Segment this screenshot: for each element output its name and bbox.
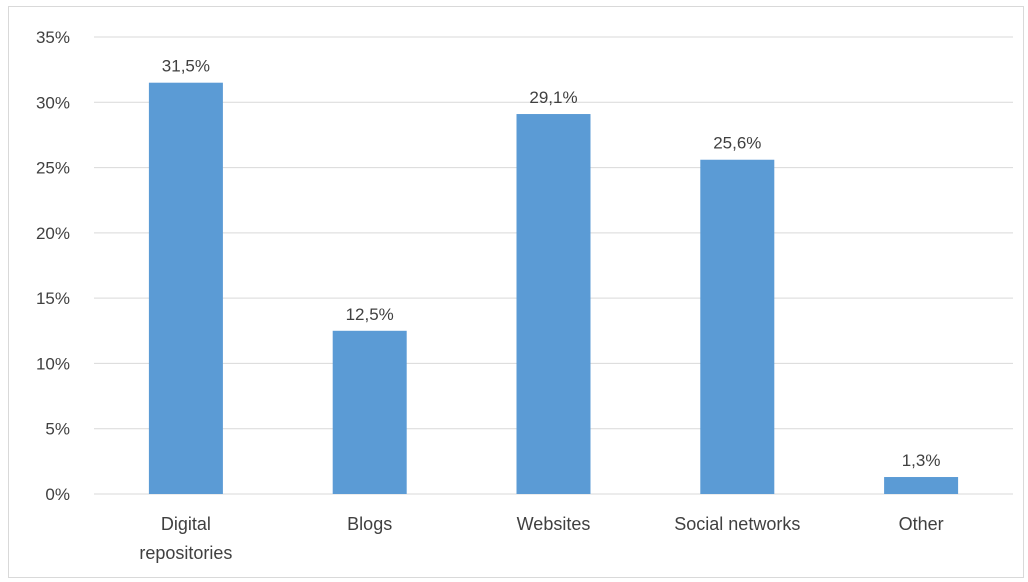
category-label: repositories — [139, 543, 232, 563]
bar-0 — [148, 82, 223, 494]
y-tick-label: 0% — [45, 485, 70, 504]
y-tick-label: 15% — [36, 289, 70, 308]
category-label: Websites — [517, 514, 591, 534]
data-label: 12,5% — [346, 305, 394, 324]
y-tick-label: 35% — [36, 28, 70, 47]
y-tick-label: 30% — [36, 93, 70, 112]
bar-4 — [884, 477, 959, 494]
y-tick-label: 20% — [36, 224, 70, 243]
data-label: 1,3% — [902, 451, 941, 470]
y-tick-label: 25% — [36, 159, 70, 178]
category-label: Social networks — [674, 514, 800, 534]
bar-3 — [700, 159, 775, 495]
bar-2 — [516, 114, 591, 494]
y-tick-label: 5% — [45, 420, 70, 439]
data-label: 29,1% — [529, 88, 577, 107]
data-label: 25,6% — [713, 134, 761, 153]
bar-1 — [332, 330, 407, 494]
y-tick-label: 10% — [36, 354, 70, 373]
category-label: Blogs — [347, 514, 392, 534]
data-label: 31,5% — [162, 57, 210, 76]
category-label: Digital — [161, 514, 211, 534]
category-label: Other — [899, 514, 944, 534]
